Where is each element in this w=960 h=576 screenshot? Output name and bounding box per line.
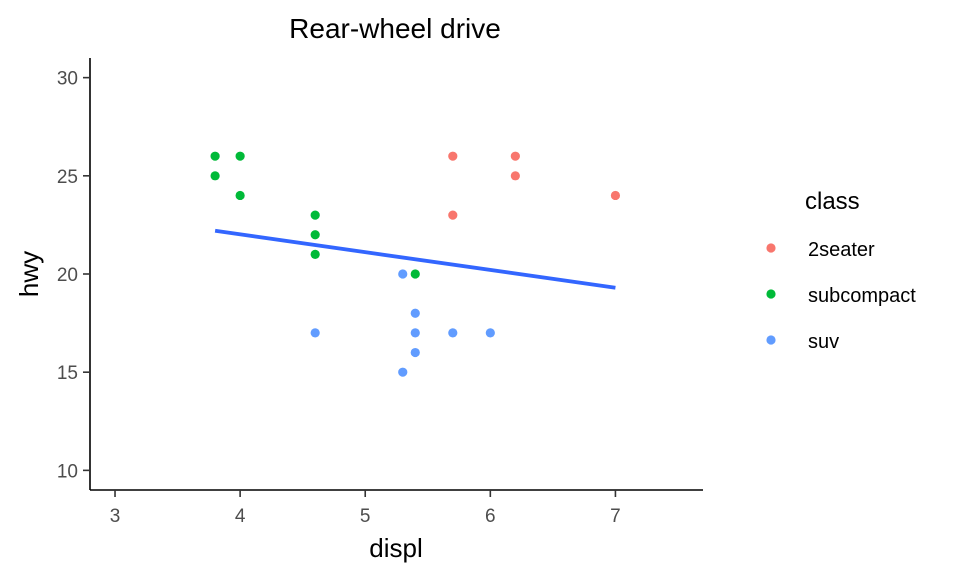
data-point-subcompact (310, 249, 320, 259)
data-point-subcompact (410, 269, 420, 279)
legend-entries: 2seater subcompact suv (766, 239, 916, 353)
data-point-suv (410, 347, 420, 358)
y-axis-ticks: 10 15 20 25 30 (57, 69, 90, 482)
x-axis-title: displ (369, 533, 422, 563)
data-point-subcompact (210, 171, 220, 181)
data-point-2seater (610, 190, 621, 201)
y-tick-label: 20 (57, 265, 78, 286)
data-point-suv (485, 328, 495, 338)
data-point-suv (448, 328, 458, 338)
data-point-subcompact (235, 190, 245, 201)
data-point-2seater (510, 151, 520, 161)
x-tick-label: 4 (235, 506, 246, 527)
y-tick-label: 15 (57, 363, 78, 384)
legend: class 2seater subcompact suv (766, 188, 916, 353)
legend-key-suv (766, 335, 776, 345)
x-axis-ticks: 3 4 5 6 7 (110, 490, 621, 527)
data-point-subcompact (310, 230, 320, 240)
data-point-suv (398, 367, 408, 377)
data-point-subcompact (210, 151, 220, 161)
legend-key-2seater (766, 243, 776, 253)
x-tick-label: 3 (110, 506, 121, 527)
legend-title: class (805, 188, 860, 215)
y-tick-label: 30 (57, 69, 78, 90)
data-point-2seater (510, 171, 520, 181)
trend-line-group (214, 228, 616, 290)
legend-label-suv: suv (808, 331, 839, 353)
data-point-subcompact (310, 210, 320, 220)
x-tick-label: 5 (360, 506, 371, 527)
legend-label-subcompact: subcompact (808, 285, 916, 307)
chart-title: Rear-wheel drive (289, 13, 501, 44)
legend-key-subcompact (766, 289, 776, 299)
trend-line (214, 228, 616, 290)
data-points (210, 151, 621, 377)
legend-label-2seater: 2seater (808, 239, 875, 261)
x-tick-label: 7 (610, 506, 621, 527)
data-point-2seater (448, 210, 458, 220)
plot-panel: 10 15 20 25 30 3 4 5 6 7 (57, 58, 703, 527)
data-point-suv (410, 328, 420, 338)
data-point-suv (310, 328, 320, 338)
data-point-suv (410, 308, 420, 318)
data-point-suv (398, 269, 408, 279)
y-tick-label: 10 (57, 461, 78, 482)
y-axis-title: hwy (14, 251, 44, 297)
y-tick-label: 25 (57, 167, 78, 188)
x-tick-label: 6 (485, 506, 496, 527)
data-point-subcompact (235, 151, 245, 161)
data-point-2seater (448, 151, 458, 161)
